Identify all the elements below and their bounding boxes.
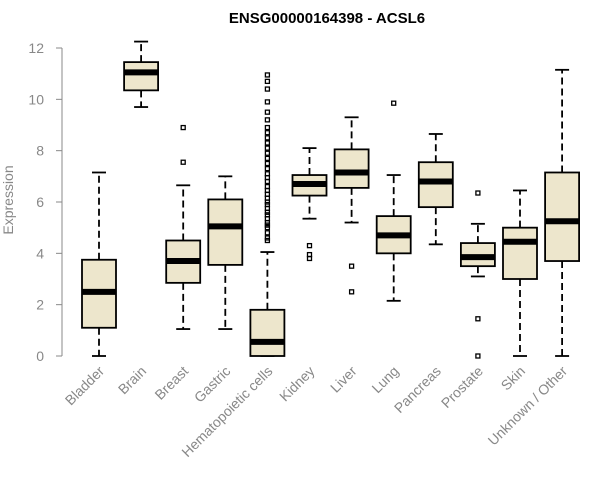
x-tick-label: Skin [498,363,529,394]
y-tick-label: 4 [36,245,44,261]
box-rect [333,148,370,189]
outlier-point [264,130,271,136]
box-brain [123,40,159,108]
boxes-group [81,40,580,359]
box-pancreas [417,133,454,246]
x-tick-label: Prostate [438,363,486,411]
outlier-point [264,124,271,131]
box-unknown-other [544,68,580,357]
outlier-point [475,353,481,359]
box-skin [502,189,538,357]
box-rect [544,171,580,262]
y-tick-label: 6 [36,194,44,210]
box-lung [375,100,412,302]
outlier-point [264,160,271,167]
y-tick-label: 0 [36,348,44,364]
box-rect [123,61,159,92]
y-tick-label: 2 [36,297,44,313]
box-rect [249,308,286,357]
y-tick-label: 12 [28,40,44,56]
box-gastric [207,175,244,330]
outlier-point [264,72,271,78]
box-rect [502,226,538,280]
outlier-point [264,145,271,151]
y-axis: 0 2 4 6 8 10 12 [28,40,63,364]
x-tick-label: Unknown / Other [485,363,571,449]
box-hematopoietic-cells [249,72,286,357]
outlier-point [264,117,271,123]
y-axis-label: Expression [0,165,16,234]
y-tick-label: 8 [36,143,44,159]
outlier-point [348,263,355,269]
outlier-point [391,100,397,106]
x-tick-label: Brain [115,363,149,397]
box-rect [207,198,244,266]
x-tick-label: Kidney [276,363,318,405]
box-bladder [81,171,117,357]
outlier-point [475,190,481,196]
box-liver [333,116,370,295]
box-prostate [459,190,496,359]
x-tick-label: Lung [368,363,401,396]
x-tick-label: Liver [327,363,360,396]
outlier-point [264,140,271,146]
outlier-point [306,242,313,249]
outlier-point [306,251,313,258]
outlier-point [264,183,271,190]
x-tick-label: Breast [151,363,191,403]
outlier-point [264,230,271,236]
x-tick-label: Bladder [62,363,108,409]
outlier-point [180,124,186,131]
y-tick-label: 10 [28,91,44,107]
x-tick-label: Pancreas [391,363,444,416]
outlier-point [264,99,271,105]
outlier-point [475,316,481,322]
box-breast [165,124,202,330]
outlier-point [264,78,271,85]
outlier-point [180,159,186,165]
outlier-point [264,109,271,115]
outlier-point [264,171,271,177]
outlier-point [264,86,271,92]
outlier-point [264,155,271,162]
box-kidney [291,147,328,262]
outlier-point [264,135,271,141]
chart-title: ENSG00000164398 - ACSL6 [229,10,425,27]
outlier-point [264,150,271,156]
outlier-point [264,235,271,241]
outlier-point [348,289,355,295]
box-rect [417,161,454,209]
outlier-point [264,165,271,172]
